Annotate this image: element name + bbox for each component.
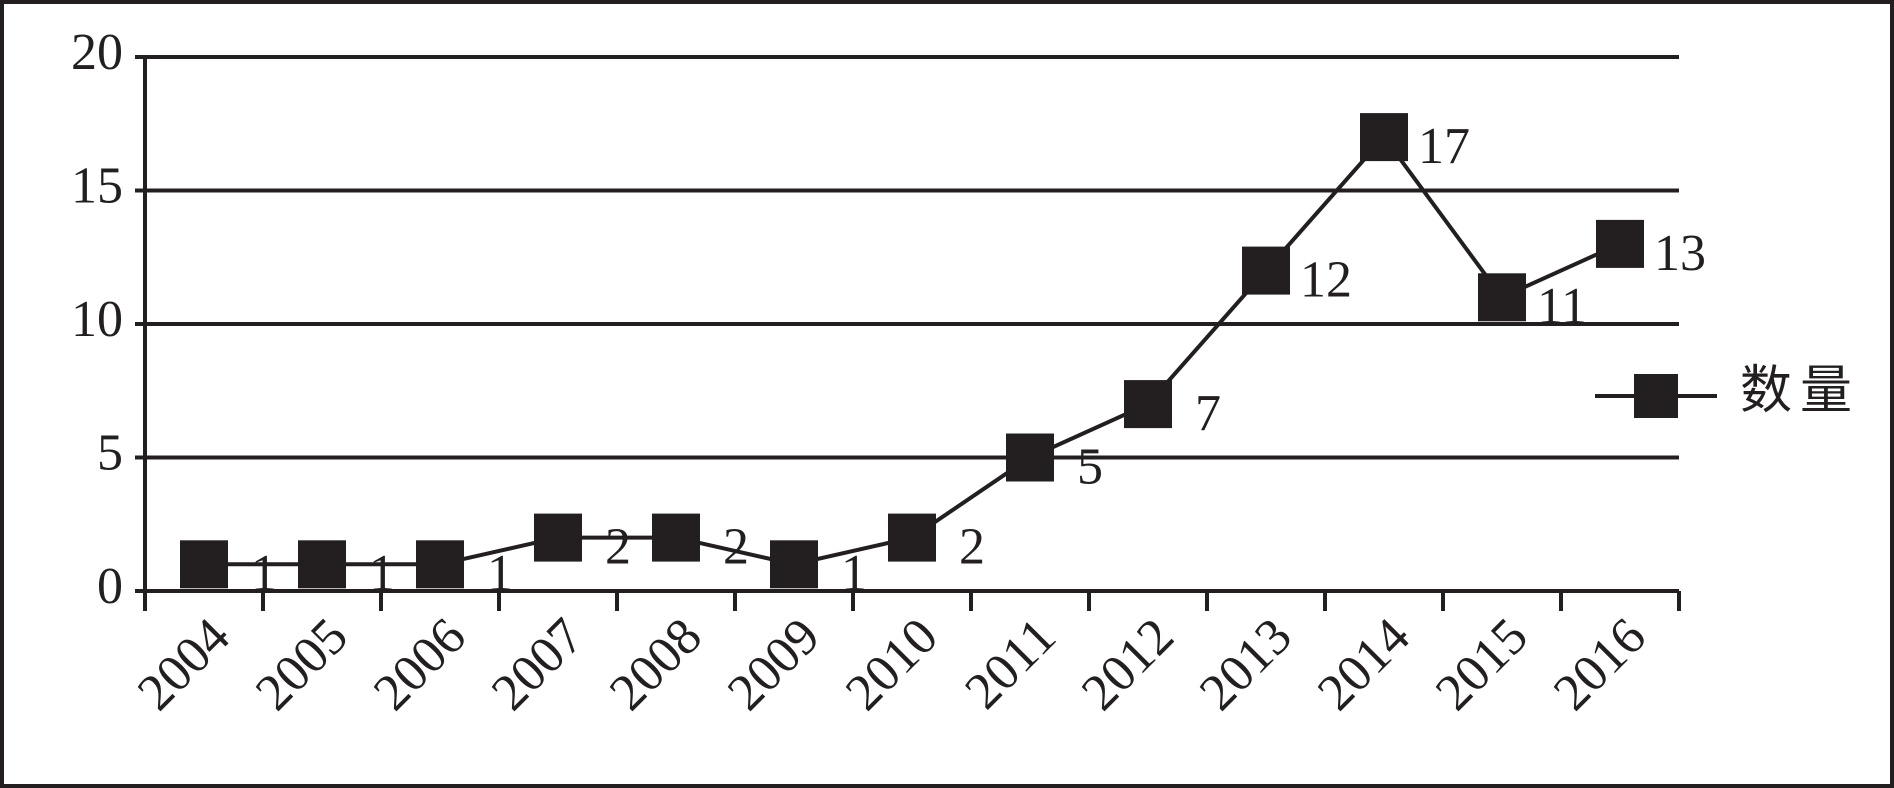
- marker: [1596, 219, 1644, 268]
- marker: [1006, 433, 1054, 482]
- data-label: 2: [959, 519, 985, 576]
- data-label: 1: [487, 545, 513, 602]
- y-tick-label: 15: [71, 157, 123, 214]
- marker: [1124, 380, 1172, 429]
- data-label: 12: [1300, 252, 1352, 309]
- marker: [1478, 273, 1526, 322]
- marker: [652, 513, 700, 562]
- data-label: 7: [1195, 385, 1221, 442]
- legend-marker: [1634, 374, 1678, 418]
- marker: [416, 540, 464, 589]
- data-label: 11: [1537, 278, 1587, 335]
- data-label: 13: [1654, 225, 1706, 282]
- marker: [298, 540, 346, 589]
- y-tick-label: 0: [97, 558, 123, 615]
- data-label: 2: [605, 519, 631, 576]
- y-tick-label: 10: [71, 291, 123, 348]
- data-label: 17: [1418, 118, 1470, 175]
- y-tick-label: 20: [71, 24, 123, 81]
- marker: [1360, 113, 1408, 162]
- data-label: 1: [251, 545, 277, 602]
- marker: [180, 540, 228, 589]
- marker: [888, 513, 936, 562]
- marker: [534, 513, 582, 562]
- y-tick-label: 5: [97, 424, 123, 481]
- marker: [1242, 246, 1290, 295]
- legend-label: 数量: [1740, 363, 1860, 420]
- marker: [770, 540, 818, 589]
- data-label: 1: [369, 545, 395, 602]
- data-label: 2: [723, 519, 749, 576]
- data-label: 1: [841, 545, 867, 602]
- data-label: 5: [1077, 438, 1103, 495]
